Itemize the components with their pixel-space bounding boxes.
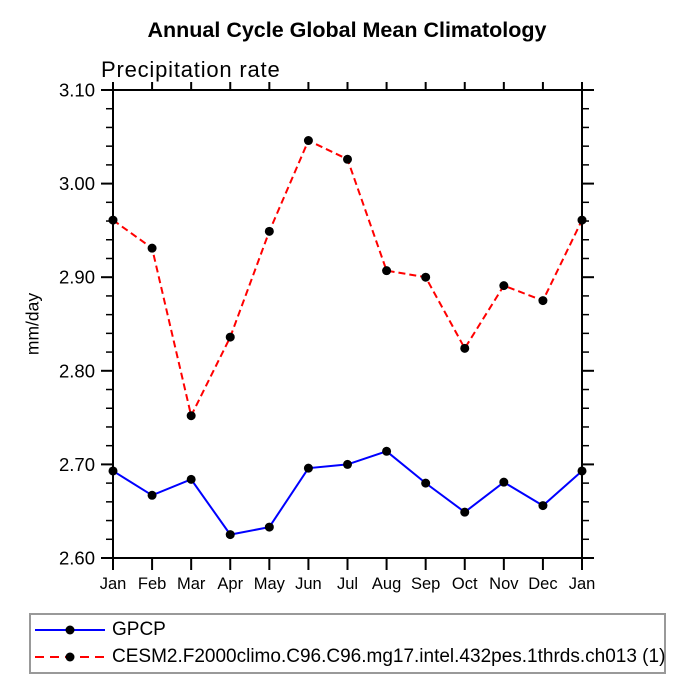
x-tick-label: Jan bbox=[569, 575, 596, 593]
y-tick-label: 3.00 bbox=[59, 173, 95, 194]
series-1 bbox=[108, 136, 587, 421]
x-tick-label: Nov bbox=[489, 575, 519, 593]
x-tick-label: Feb bbox=[138, 575, 166, 593]
data-point bbox=[186, 411, 196, 421]
x-tick-label: Dec bbox=[528, 575, 557, 593]
data-point bbox=[343, 459, 352, 469]
data-point bbox=[303, 463, 313, 473]
legend-item: CESM2.F2000climo.C96.C96.mg17.intel.432p… bbox=[34, 644, 666, 670]
y-tick-label: 2.80 bbox=[59, 360, 95, 381]
x-tick-label: Apr bbox=[217, 575, 243, 593]
data-point bbox=[225, 332, 235, 342]
data-point bbox=[577, 215, 587, 225]
data-point bbox=[303, 136, 313, 146]
legend-series-marker bbox=[65, 625, 75, 635]
x-tick-label: May bbox=[254, 575, 286, 593]
data-point bbox=[186, 474, 196, 484]
legend-line-sample-dashed bbox=[35, 652, 105, 662]
data-point bbox=[499, 477, 509, 487]
data-point bbox=[499, 281, 509, 291]
y-tick-label: 3.10 bbox=[59, 80, 95, 101]
series-line-1 bbox=[112, 139, 583, 419]
data-point bbox=[460, 343, 470, 353]
data-point bbox=[538, 501, 548, 511]
legend-label: CESM2.F2000climo.C96.C96.mg17.intel.432p… bbox=[112, 646, 666, 668]
data-point bbox=[108, 215, 118, 225]
legend-item: GPCP bbox=[34, 617, 664, 643]
data-point bbox=[382, 446, 392, 456]
x-tick-label: Aug bbox=[372, 575, 401, 593]
y-tick-label: 2.70 bbox=[59, 454, 95, 475]
legend-series-marker bbox=[65, 652, 75, 662]
x-tick-label: Oct bbox=[452, 575, 478, 593]
x-tick-label: Sep bbox=[411, 575, 440, 593]
y-axis-ticks: 2.60 2.70 2.80 2.90 3.00 3.10 bbox=[59, 80, 594, 569]
chart-title: Annual Cycle Global Mean Climatology bbox=[147, 18, 547, 42]
data-point bbox=[382, 266, 392, 276]
y-tick-label: 2.90 bbox=[59, 267, 95, 288]
data-point bbox=[577, 466, 587, 476]
data-point bbox=[421, 272, 431, 282]
series-0 bbox=[108, 446, 587, 540]
x-tick-label: Jul bbox=[337, 575, 358, 593]
legend-line-sample-solid bbox=[35, 625, 105, 635]
y-tick-label: 2.60 bbox=[59, 548, 95, 569]
data-point bbox=[225, 530, 235, 540]
data-point bbox=[147, 490, 157, 500]
x-tick-label: Jun bbox=[295, 575, 322, 593]
data-point bbox=[421, 478, 431, 488]
legend-label: GPCP bbox=[112, 618, 166, 640]
legend: GPCP CESM2.F2000climo.C96.C96.mg17.intel… bbox=[29, 613, 666, 674]
data-point bbox=[538, 296, 548, 306]
chart-subtitle: Precipitation rate bbox=[101, 57, 281, 82]
data-point bbox=[264, 522, 274, 532]
data-point bbox=[343, 154, 352, 164]
x-tick-label: Mar bbox=[177, 575, 206, 593]
data-point bbox=[460, 507, 470, 517]
x-axis-ticks: Jan Feb Mar Apr May Jun Jul Aug Sep Oct Nov Dec Jan bbox=[100, 82, 596, 593]
x-tick-label: Jan bbox=[100, 575, 127, 593]
data-point bbox=[264, 226, 274, 236]
data-point bbox=[108, 466, 118, 476]
data-point bbox=[147, 243, 157, 253]
